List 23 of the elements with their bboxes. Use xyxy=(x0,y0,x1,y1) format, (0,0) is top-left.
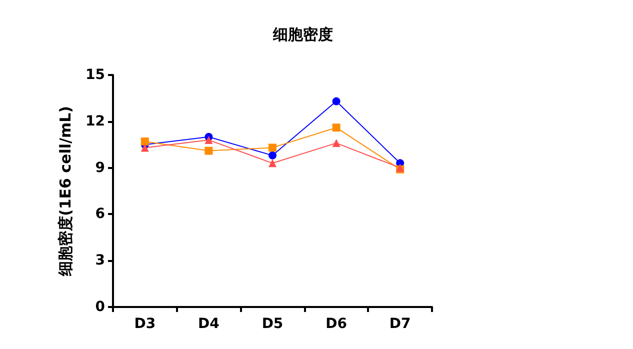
x-tick-label: D6 xyxy=(326,316,347,332)
x-tick-label: D4 xyxy=(198,316,220,332)
x-tick-label: D5 xyxy=(262,316,284,332)
point xyxy=(268,159,276,168)
y-tick-label: 12 xyxy=(86,113,105,130)
point xyxy=(332,97,340,106)
point xyxy=(268,151,276,160)
point xyxy=(268,144,276,152)
y-tick-label: 15 xyxy=(86,67,105,83)
y-axis-title: 细胞密度(1E6 cell/mL) xyxy=(56,106,74,278)
y-tick-label: 3 xyxy=(95,252,105,269)
chart-title: 细胞密度 xyxy=(272,26,333,44)
point xyxy=(140,138,149,146)
point xyxy=(332,139,340,148)
point xyxy=(140,144,149,152)
y-tick-label: 6 xyxy=(95,206,105,222)
point xyxy=(204,146,213,155)
y-tick-label: 9 xyxy=(95,160,105,176)
point xyxy=(204,136,213,144)
y-tick-label: 0 xyxy=(95,299,106,315)
x-tick-label: D3 xyxy=(134,316,156,332)
x-tick-label: D7 xyxy=(389,316,411,332)
point xyxy=(332,124,340,132)
